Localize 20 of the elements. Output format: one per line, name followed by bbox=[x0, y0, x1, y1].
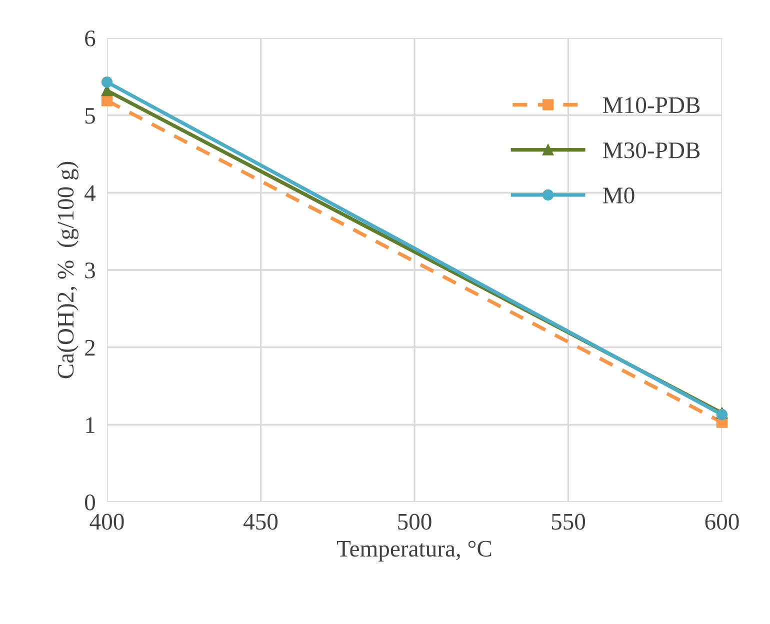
x-tick-label: 400 bbox=[90, 514, 124, 530]
x-tick-label: 500 bbox=[398, 514, 432, 530]
point bbox=[101, 76, 113, 88]
x-tick-label: 450 bbox=[244, 514, 278, 530]
x-axis-title: Temperatura, °C bbox=[336, 540, 492, 562]
y-tick-label: 1 bbox=[86, 417, 94, 433]
y-tick-label: 2 bbox=[85, 340, 95, 356]
y-tick-label: 3 bbox=[85, 262, 95, 278]
y-tick-label: 6 bbox=[85, 30, 96, 46]
legend-label: M0 bbox=[603, 188, 634, 204]
legend-label: M30-PDB bbox=[603, 142, 700, 158]
x-tick-label: 550 bbox=[552, 514, 586, 530]
point bbox=[101, 95, 113, 106]
point bbox=[716, 409, 728, 420]
x-tick-label: 600 bbox=[705, 514, 739, 530]
y-tick-label: 5 bbox=[85, 108, 95, 124]
y-tick-label: 0 bbox=[84, 494, 95, 510]
y-axis-title: Ca(OH)2, % (g/100 g) bbox=[57, 162, 79, 378]
y-tick-label: 4 bbox=[84, 185, 96, 201]
legend-label: M10-PDB bbox=[603, 97, 700, 114]
